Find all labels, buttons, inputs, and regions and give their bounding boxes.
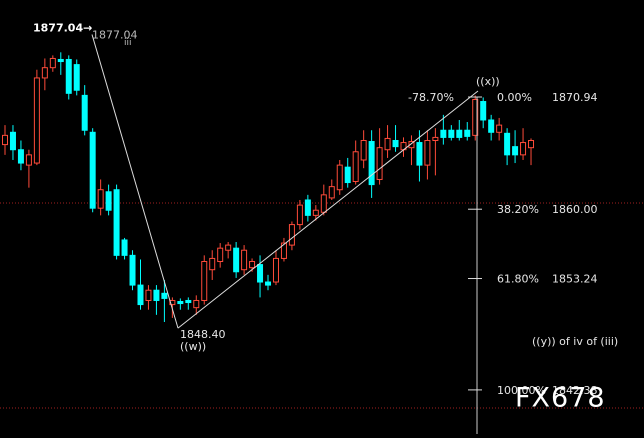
- candle-body: [17, 149, 24, 164]
- candles: [2, 52, 535, 323]
- candle-body: [520, 142, 527, 156]
- candle-body: [9, 131, 16, 151]
- candle-body: [368, 141, 375, 186]
- candle-body: [472, 98, 479, 136]
- candle-body: [177, 301, 184, 305]
- wave-label: ((x)): [476, 75, 500, 88]
- fib-price: 1870.94: [552, 91, 598, 104]
- candle-body: [424, 139, 431, 166]
- candle-body: [65, 58, 72, 94]
- fib-ratio: 61.80%: [497, 273, 539, 286]
- candle-body: [288, 224, 295, 246]
- candle-body: [225, 244, 232, 251]
- candle-body: [33, 77, 40, 164]
- candle-body: [241, 249, 248, 271]
- candle-body: [97, 189, 104, 209]
- fib-price: 1853.24: [552, 273, 598, 286]
- candle-body: [57, 58, 64, 63]
- candle-body: [25, 154, 32, 166]
- candle-body: [41, 67, 48, 79]
- candle-body: [512, 146, 519, 156]
- candle-body: [448, 129, 455, 138]
- high-label: 1877.04: [92, 28, 138, 41]
- watermark: FX678: [515, 383, 606, 414]
- candle-body: [137, 284, 144, 306]
- candle-body: [105, 191, 112, 211]
- candle-body: [328, 186, 335, 199]
- wave-line: [177, 90, 479, 329]
- candle-body: [249, 261, 256, 269]
- candle-body: [296, 204, 303, 226]
- high-arrow-label: 1877.04→: [33, 21, 92, 34]
- candle-body: [496, 124, 503, 133]
- candle-body: [73, 64, 80, 91]
- low-label: 1848.40: [180, 328, 226, 341]
- candle-body: [265, 281, 272, 286]
- candle-body: [233, 247, 240, 273]
- candle-body: [217, 247, 224, 263]
- candle-body: [129, 254, 136, 286]
- candle-body: [392, 139, 399, 148]
- candle-body: [209, 257, 216, 271]
- candle-body: [153, 289, 160, 301]
- candle-body: [169, 299, 176, 306]
- fib-price: 1842.38: [552, 384, 598, 397]
- fib-ratio: 0.00%: [497, 91, 532, 104]
- candle-body: [504, 132, 511, 156]
- candle-body: [185, 299, 192, 304]
- candle-body: [456, 129, 463, 138]
- wave-note: ((y)) of iv of (iii): [532, 335, 618, 348]
- candle-body: [304, 199, 311, 216]
- candle-body: [145, 289, 152, 301]
- candle-body: [344, 166, 351, 184]
- candle-body: [416, 142, 423, 166]
- candle-body: [81, 94, 88, 131]
- candle-body: [440, 129, 447, 138]
- candle-body: [201, 261, 208, 301]
- candle-body: [280, 242, 287, 259]
- wave-label: iii: [124, 38, 132, 48]
- wave-label: ((w)): [180, 340, 206, 353]
- candle-body: [336, 164, 343, 191]
- candle-body: [89, 131, 96, 209]
- candle-body: [408, 141, 415, 149]
- candle-body: [161, 292, 168, 299]
- fib-ratio: 38.20%: [497, 203, 539, 216]
- wave-line: [91, 34, 179, 329]
- candle-body: [376, 147, 383, 180]
- candle-body: [488, 119, 495, 133]
- fib-ratio: 100.00%: [497, 384, 546, 397]
- candle-body: [272, 257, 279, 283]
- candle-body: [528, 139, 535, 149]
- candle-body: [352, 151, 359, 183]
- candle-body: [384, 137, 391, 151]
- candle-body: [464, 129, 471, 137]
- candle-body: [2, 134, 8, 146]
- candle-body: [121, 239, 128, 256]
- retracement-label: -78.70%: [408, 91, 454, 104]
- candle-body: [257, 264, 264, 283]
- candle-body: [480, 101, 487, 121]
- candle-body: [360, 139, 367, 161]
- candle-body: [113, 189, 120, 256]
- candle-body: [312, 209, 319, 216]
- candle-body: [193, 299, 200, 309]
- candle-body: [432, 136, 439, 141]
- fib-price: 1860.00: [552, 203, 598, 216]
- candle-body: [49, 57, 56, 69]
- candle-body: [320, 194, 327, 213]
